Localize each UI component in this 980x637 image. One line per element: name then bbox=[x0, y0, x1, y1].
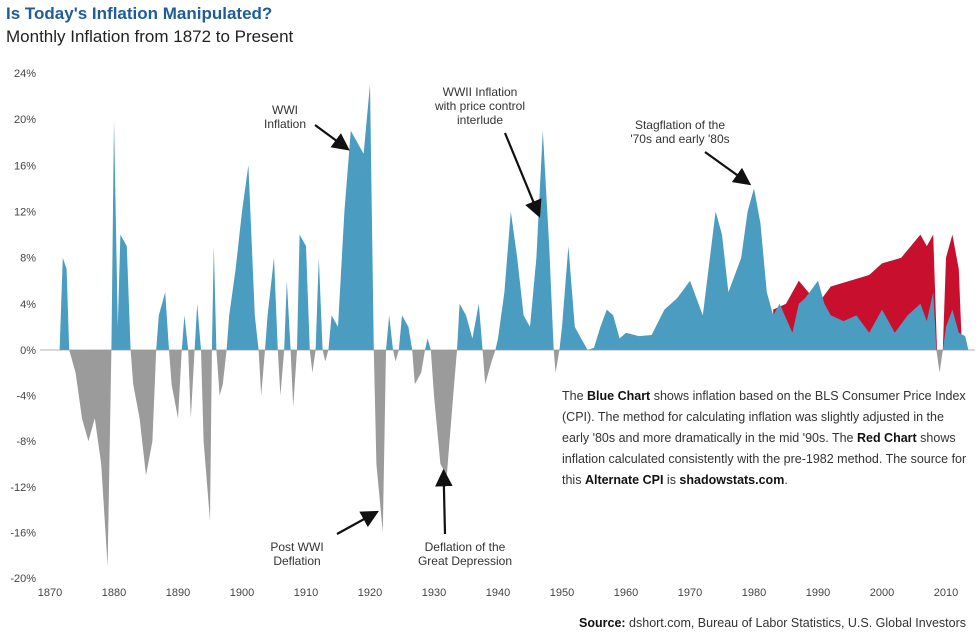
x-tick-label: 1970 bbox=[678, 587, 702, 599]
x-tick-label: 2000 bbox=[870, 587, 894, 599]
chart-title: Is Today's Inflation Manipulated? bbox=[6, 4, 273, 23]
annotation-arrow bbox=[336, 510, 379, 535]
annotation-line: interlude bbox=[456, 113, 504, 127]
annotation-line: with price control bbox=[434, 99, 526, 113]
annotation-depr: Deflation of the Great Depression bbox=[405, 540, 525, 568]
annotation-stag: Stagflation of the '70s and early '80s bbox=[620, 118, 740, 146]
annotation-line: WWI bbox=[272, 103, 298, 117]
annotation-line: '70s and early '80s bbox=[630, 132, 730, 146]
y-tick-label: -12% bbox=[10, 482, 36, 494]
note-text: The bbox=[562, 389, 588, 403]
chart-subtitle: Monthly Inflation from 1872 to Present bbox=[6, 27, 294, 46]
x-tick-label: 1880 bbox=[102, 587, 126, 599]
x-tick-label: 1990 bbox=[806, 587, 830, 599]
note-blue-chart: Blue Chart bbox=[587, 389, 651, 403]
annotation-line: Stagflation of the bbox=[634, 118, 726, 132]
note-text: . bbox=[784, 473, 788, 487]
x-tick-label: 2010 bbox=[934, 587, 958, 599]
source-label: Source: bbox=[579, 616, 626, 630]
explanation-note: The Blue Chart shows inflation based on … bbox=[562, 386, 967, 491]
x-tick-label: 1910 bbox=[294, 587, 318, 599]
y-tick-label: 12% bbox=[14, 207, 36, 219]
note-red-chart: Red Chart bbox=[856, 431, 917, 445]
source-line: Source: dshort.com, Bureau of Labor Stat… bbox=[579, 616, 966, 630]
annotation-line: Deflation of the bbox=[424, 540, 506, 554]
y-tick-label: 20% bbox=[14, 114, 36, 126]
x-tick-label: 1950 bbox=[550, 587, 574, 599]
annotation-wwi: WWI Inflation bbox=[225, 103, 345, 131]
series-blue-area-positive bbox=[59, 84, 969, 350]
annotation-line: Post WWI bbox=[270, 540, 324, 554]
annotation-arrow bbox=[314, 124, 350, 151]
y-tick-label: -16% bbox=[10, 527, 36, 539]
x-tick-label: 1930 bbox=[422, 587, 446, 599]
note-text: shows inflation based on the BLS Consume… bbox=[562, 389, 966, 445]
note-alternate-cpi: Alternate CPI bbox=[584, 473, 664, 487]
source-text: dshort.com, Bureau of Labor Statistics, … bbox=[625, 616, 966, 630]
x-tick-label: 1920 bbox=[358, 587, 382, 599]
annotation-line: WWII Inflation bbox=[442, 85, 518, 99]
y-tick-label: 16% bbox=[14, 160, 36, 172]
annotation-line: Deflation bbox=[273, 554, 321, 568]
x-tick-label: 1980 bbox=[742, 587, 766, 599]
annotation-postwwi: Post WWI Deflation bbox=[237, 540, 357, 568]
y-tick-label: 4% bbox=[20, 299, 36, 311]
note-text: shows inflation calculated consistently … bbox=[562, 431, 967, 487]
note-source-link: shadowstats.com bbox=[679, 473, 785, 487]
x-tick-label: 1960 bbox=[614, 587, 638, 599]
y-tick-label: -20% bbox=[10, 573, 36, 585]
x-tick-label: 1870 bbox=[38, 587, 62, 599]
annotation-arrow bbox=[435, 468, 453, 535]
x-tick-label: 1890 bbox=[166, 587, 190, 599]
note-text: is bbox=[663, 473, 680, 487]
annotation-wwii: WWII Inflation with price control interlud… bbox=[420, 85, 540, 127]
y-tick-label: 0% bbox=[20, 345, 36, 357]
annotation-arrow bbox=[704, 151, 752, 186]
annotation-arrow bbox=[503, 132, 542, 218]
x-tick-label: 1940 bbox=[486, 587, 510, 599]
annotation-line: Great Depression bbox=[417, 554, 513, 568]
y-tick-label: -8% bbox=[16, 436, 36, 448]
annotation-line: Inflation bbox=[263, 117, 307, 131]
y-tick-label: -4% bbox=[16, 391, 36, 403]
series-blue-area-negative bbox=[59, 350, 969, 567]
y-tick-label: 8% bbox=[20, 253, 36, 265]
y-tick-label: 24% bbox=[14, 68, 36, 80]
x-tick-label: 1900 bbox=[230, 587, 254, 599]
